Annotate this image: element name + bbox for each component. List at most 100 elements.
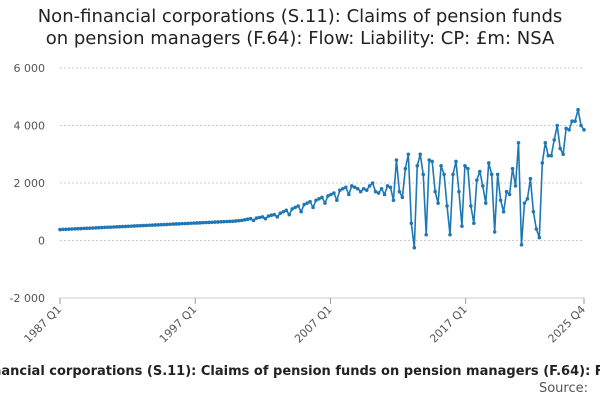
y-axis: -2 000 0 2 000 4 000 6 000 — [10, 62, 45, 305]
data-point — [364, 188, 369, 192]
data-point — [436, 201, 440, 205]
data-point — [540, 161, 545, 165]
x-tick-label: 2007 Q1 — [292, 303, 335, 346]
data-point — [516, 140, 521, 145]
data-point — [582, 128, 586, 132]
data-point — [114, 225, 119, 229]
data-point — [90, 226, 95, 230]
data-point — [433, 189, 437, 194]
data-point — [216, 220, 220, 224]
data-point — [248, 216, 253, 221]
data-point — [430, 159, 434, 164]
data-point — [117, 224, 122, 229]
data-point — [207, 220, 211, 225]
data-point — [251, 218, 256, 223]
data-point — [469, 204, 473, 208]
data-point — [486, 161, 491, 165]
data-point — [385, 184, 390, 188]
data-point — [370, 181, 375, 185]
data-point — [513, 184, 518, 188]
data-point — [483, 201, 488, 205]
data-point — [162, 222, 166, 227]
data-point — [549, 153, 554, 158]
data-point — [531, 209, 536, 214]
data-point — [198, 221, 202, 225]
data-point — [102, 225, 107, 230]
data-point — [406, 152, 411, 157]
data-point — [418, 152, 423, 157]
chart-title-line-1: Non-financial corporations (S.11): Claim… — [37, 6, 563, 27]
data-point — [427, 158, 431, 162]
y-tick-label: 6 000 — [14, 62, 46, 75]
gridlines — [60, 67, 584, 299]
data-point — [475, 178, 479, 182]
data-point — [480, 184, 485, 188]
data-point — [510, 166, 515, 171]
data-point — [528, 176, 533, 181]
data-point — [439, 163, 443, 168]
data-point — [156, 223, 161, 227]
data-point — [227, 219, 232, 224]
data-point — [201, 220, 205, 225]
data-point — [192, 221, 196, 225]
data-point — [546, 153, 551, 158]
data-point — [150, 223, 155, 227]
data-point — [168, 222, 172, 227]
data-point — [147, 223, 152, 228]
data-point — [239, 218, 244, 223]
data-point — [82, 226, 86, 231]
data-point — [85, 226, 89, 231]
data-point — [489, 172, 494, 177]
data-point — [275, 215, 280, 219]
data-point — [61, 227, 65, 232]
y-tick-label: 0 — [38, 235, 45, 248]
x-tick-label: 1997 Q1 — [157, 303, 200, 346]
data-point — [534, 227, 539, 231]
data-point — [177, 222, 181, 226]
data-point — [338, 188, 342, 192]
data-point — [180, 221, 184, 226]
data-point — [332, 191, 336, 195]
series-name-text: Non-financial corporations (S.11): Claim… — [0, 364, 600, 379]
data-point — [105, 225, 110, 230]
data-point — [174, 222, 178, 226]
data-point — [183, 221, 187, 226]
data-point — [373, 189, 378, 194]
data-point — [326, 194, 330, 198]
data-point — [463, 163, 467, 168]
data-point — [552, 138, 557, 142]
data-point — [204, 220, 208, 225]
data-point — [218, 220, 223, 224]
data-point — [537, 235, 542, 240]
data-point — [519, 243, 524, 247]
data-point — [153, 223, 158, 227]
data-point — [507, 192, 512, 197]
data-point — [132, 224, 137, 228]
x-tick-label: 2025 Q4 — [546, 303, 589, 346]
y-tick-label: 4 000 — [14, 120, 46, 133]
series-name-footer: Non-financial corporations (S.11): Claim… — [0, 364, 600, 379]
data-point — [245, 217, 250, 222]
data-point — [224, 219, 229, 224]
data-point — [352, 185, 357, 190]
data-point — [460, 224, 464, 228]
data-point — [478, 169, 482, 174]
data-point — [403, 166, 408, 171]
data-point — [397, 189, 402, 194]
data-point — [329, 192, 333, 197]
data-point — [73, 227, 77, 231]
data-point — [573, 119, 577, 123]
data-point — [293, 205, 298, 210]
data-point — [576, 107, 580, 112]
data-point — [311, 205, 315, 210]
data-point — [58, 227, 62, 232]
data-point — [278, 211, 283, 215]
data-point — [236, 218, 241, 223]
data-point — [305, 201, 309, 205]
data-point — [171, 222, 175, 226]
data-point — [213, 220, 217, 224]
data-point — [186, 221, 190, 226]
data-point — [457, 189, 461, 194]
data-point — [126, 224, 131, 229]
